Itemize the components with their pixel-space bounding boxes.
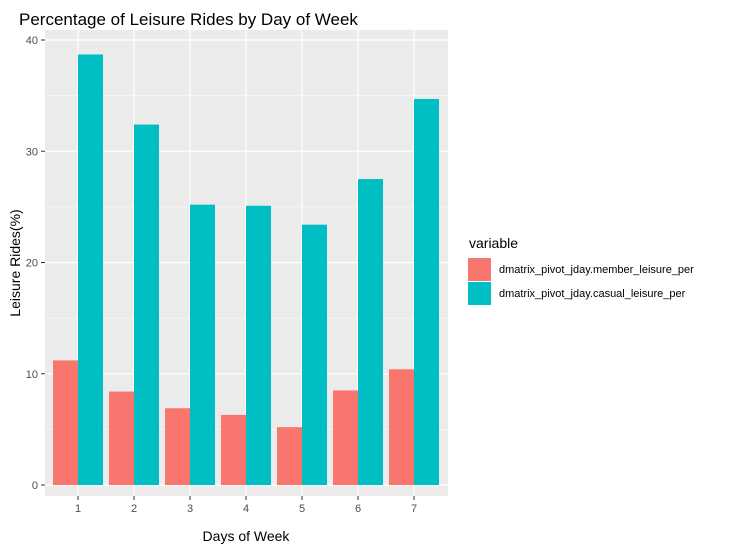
bar-member-day-5 xyxy=(277,427,302,485)
x-tick-label: 3 xyxy=(187,503,193,515)
bars xyxy=(53,54,439,486)
y-axis: 0 10 20 30 40 xyxy=(26,35,45,492)
x-tick-label: 1 xyxy=(75,503,81,515)
bar-member-day-3 xyxy=(165,408,190,485)
chart-title: Percentage of Leisure Rides by Day of We… xyxy=(19,10,358,29)
legend-title: variable xyxy=(469,235,518,251)
bar-casual-day-3 xyxy=(190,204,215,485)
y-tick-label: 0 xyxy=(32,480,38,492)
bar-member-day-4 xyxy=(221,414,246,485)
y-tick-label: 40 xyxy=(26,35,38,47)
legend-label-casual: dmatrix_pivot_jday.casual_leisure_per xyxy=(499,288,686,300)
legend: variable dmatrix_pivot_jday.member_leisu… xyxy=(468,235,694,305)
bar-member-day-6 xyxy=(333,390,358,485)
y-axis-title: Leisure Rides(%) xyxy=(7,209,23,316)
y-tick-label: 10 xyxy=(26,369,38,381)
bar-casual-day-4 xyxy=(246,205,271,485)
bar-casual-day-5 xyxy=(302,224,327,486)
bar-member-day-1 xyxy=(53,360,78,485)
bar-casual-day-2 xyxy=(134,124,159,486)
bar-casual-day-6 xyxy=(358,179,383,485)
x-tick-label: 4 xyxy=(243,503,249,515)
x-tick-label: 7 xyxy=(411,503,417,515)
bar-member-day-7 xyxy=(389,369,414,485)
x-tick-label: 2 xyxy=(131,503,137,515)
y-tick-label: 20 xyxy=(26,258,38,270)
legend-key-member xyxy=(468,258,491,281)
bar-casual-day-7 xyxy=(414,98,439,486)
y-tick-label: 30 xyxy=(26,146,38,158)
x-tick-label: 6 xyxy=(355,503,361,515)
x-tick-label: 5 xyxy=(299,503,305,515)
bar-casual-day-1 xyxy=(78,54,103,486)
legend-key-casual xyxy=(468,282,491,305)
bar-member-day-2 xyxy=(109,391,134,485)
x-axis: 1 2 3 4 5 6 7 xyxy=(75,496,417,515)
x-axis-title: Days of Week xyxy=(203,528,291,544)
legend-label-member: dmatrix_pivot_jday.member_leisure_per xyxy=(499,264,694,276)
